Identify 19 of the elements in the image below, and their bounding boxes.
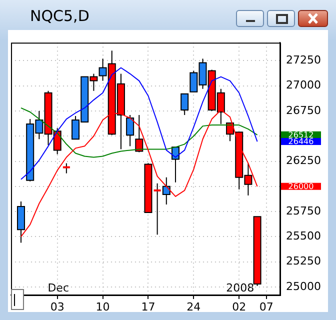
chart-title: NQC5,D — [30, 7, 90, 25]
y-tick-label: 25500 — [286, 230, 321, 243]
text: 26446 — [288, 137, 314, 146]
y-tick-label: 27250 — [286, 54, 321, 67]
x-tick-label: 07 — [259, 300, 274, 314]
y-tick-label: 25750 — [286, 204, 321, 218]
y-tick-label: 25000 — [286, 280, 321, 293]
x-tick-label: 24 — [186, 300, 201, 314]
x-tick-label: 17 — [141, 300, 156, 314]
text: 26512 — [288, 130, 314, 140]
category-label: Dec 03 — [48, 281, 69, 314]
candlestick — [62, 162, 71, 174]
y-tick-label: 27000 — [286, 78, 321, 92]
x-tick-label: 10 — [96, 300, 110, 314]
y-tick-label: 26250 — [286, 154, 321, 168]
y-tick-label: 25250 — [286, 254, 321, 268]
y-tick-label: 26750 — [286, 104, 321, 117]
category-label: 2008 02 — [226, 281, 254, 314]
text: 26000 — [288, 182, 314, 191]
